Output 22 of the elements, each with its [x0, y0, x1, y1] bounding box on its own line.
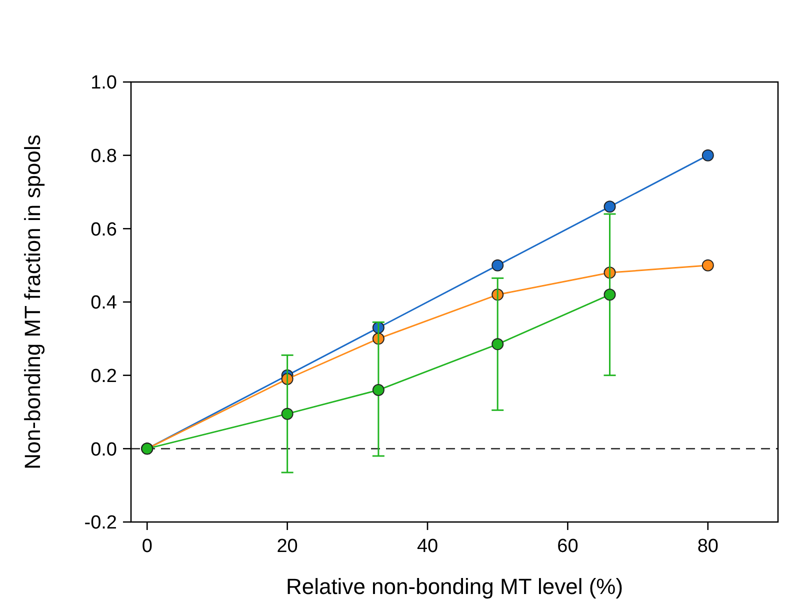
- x-tick-label: 20: [276, 536, 298, 557]
- point: [372, 384, 384, 396]
- y-tick-label: 0.0: [90, 439, 117, 460]
- y-tick-label: 0.4: [90, 292, 118, 314]
- x-axis-title: Relative non-bonding MT level (%): [286, 574, 624, 599]
- point: [492, 338, 504, 350]
- y-tick-label: 0.6: [90, 219, 117, 240]
- point: [281, 408, 294, 420]
- x-tick-label: 0: [142, 536, 152, 557]
- x-tick-label: 60: [557, 536, 578, 557]
- point: [702, 259, 714, 272]
- y-tick-label: 1.0: [90, 72, 117, 94]
- point: [702, 149, 714, 162]
- point: [604, 200, 616, 213]
- y-tick-label: -0.2: [84, 512, 117, 534]
- y-tick-label: 0.2: [90, 366, 117, 387]
- point: [492, 259, 504, 272]
- x-tick-label: 40: [416, 536, 438, 557]
- x-tick-label: 80: [697, 536, 718, 557]
- point: [604, 288, 616, 301]
- y-tick-label: 0.8: [90, 146, 117, 167]
- y-axis-title: Non-bonding MT fraction in spools: [20, 134, 45, 470]
